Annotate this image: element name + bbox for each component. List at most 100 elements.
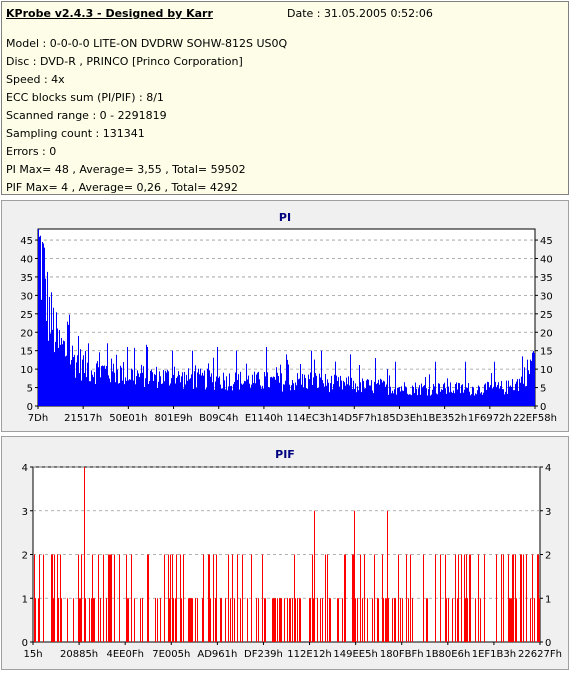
pif-bar	[322, 598, 323, 642]
pi-bar	[492, 388, 493, 406]
pi-bar	[353, 380, 354, 406]
pi-y-tick-label: 30	[20, 291, 33, 302]
pi-bar	[389, 375, 390, 406]
pi-bar	[54, 352, 55, 406]
pif-bar	[478, 554, 479, 642]
pi-bar	[399, 387, 400, 406]
pi-bar	[118, 383, 119, 406]
pif-bar	[327, 554, 328, 642]
pi-bar	[126, 380, 127, 406]
pif-bar	[515, 554, 516, 642]
pif-bar	[273, 598, 274, 642]
pif-bar	[67, 598, 68, 642]
pi-bar	[166, 372, 167, 406]
pi-bar	[254, 371, 255, 406]
pi-bar	[255, 383, 256, 406]
pif-bar	[484, 554, 485, 642]
pi-bar	[125, 377, 126, 406]
pif-bar	[262, 554, 263, 642]
pi-chart-title: PI	[279, 211, 291, 224]
pif-bar	[480, 598, 481, 642]
pi-y-tick-label-right: 15	[540, 347, 553, 358]
pi-bar	[261, 388, 262, 406]
pi-bar	[412, 385, 413, 406]
pif-bar	[210, 598, 211, 642]
pif-bar	[461, 554, 462, 642]
pif-bar	[394, 598, 395, 642]
pif-bar	[353, 554, 354, 642]
pif-bar	[189, 598, 190, 642]
pi-bar	[163, 370, 164, 406]
pi-bar	[295, 382, 296, 406]
pi-bar	[95, 384, 96, 406]
pi-bar	[177, 376, 178, 406]
pi-bar	[192, 350, 193, 406]
pi-bar	[82, 359, 83, 406]
pif-bar	[264, 598, 265, 642]
pi-bar	[184, 371, 185, 406]
pi-bar	[144, 386, 145, 406]
pi-x-tick-label: 114EC3h	[287, 413, 332, 424]
pi-bar	[517, 379, 518, 406]
pi-bar	[505, 391, 506, 406]
pi-bar	[108, 375, 109, 406]
pi-bar	[206, 387, 207, 406]
pi-bar	[511, 386, 512, 406]
pi-bar	[479, 386, 480, 406]
pi-bar	[335, 361, 336, 406]
pi-bar	[196, 387, 197, 406]
pi-bar	[447, 378, 448, 406]
pi-bar	[475, 393, 476, 406]
pi-bar	[96, 363, 97, 406]
pi-bar	[197, 372, 198, 406]
pif-bar	[134, 598, 135, 642]
pi-bar	[93, 377, 94, 406]
pi-bar	[466, 387, 467, 406]
pi-bar	[80, 349, 81, 406]
pi-chart-panel: PI 0 0 5 5 10 10 15 15 20 20 25 25 30 30 35 35 40 40 45 45 7…	[1, 200, 569, 432]
pi-bar	[358, 390, 359, 406]
pi-bar	[88, 343, 89, 406]
pif-bar	[258, 598, 259, 642]
pif-bar	[111, 554, 112, 642]
pi-bar	[377, 382, 378, 406]
pi-bar	[360, 382, 361, 406]
pi-bar	[47, 271, 48, 406]
pif-x-tick-label: 20885h	[60, 649, 98, 660]
pif-bar	[511, 598, 512, 642]
pi-y-tick-label-right: 35	[540, 273, 553, 284]
pi-bar	[79, 373, 80, 406]
pif-bar	[180, 554, 181, 642]
pi-bar	[75, 377, 76, 406]
pi-bar	[257, 372, 258, 406]
pi-bar	[113, 363, 114, 406]
pif-bar	[140, 598, 141, 642]
pi-bar	[294, 390, 295, 406]
pif-bar	[157, 598, 158, 642]
pi-bar	[152, 372, 153, 406]
pif-bar	[73, 598, 74, 642]
pi-bar	[51, 292, 52, 406]
pif-bar	[458, 554, 459, 642]
pif-bar	[402, 598, 403, 642]
pif-bar	[85, 598, 86, 642]
pif-y-tick-label: 3	[22, 507, 28, 518]
pi-bar	[456, 382, 457, 406]
pi-bar	[246, 363, 247, 406]
pi-bar	[343, 380, 344, 406]
pi-bar	[204, 370, 205, 406]
pi-bar	[521, 376, 522, 406]
pi-bar	[452, 393, 453, 406]
pi-bar	[504, 394, 505, 406]
pi-bar	[534, 353, 535, 406]
pif-bar	[367, 598, 368, 642]
pif-x-tick-label: 7E005h	[152, 649, 190, 660]
pif-bar	[35, 598, 36, 642]
pif-bar	[530, 598, 531, 642]
pif-bar	[61, 598, 62, 642]
pi-bar	[271, 376, 272, 406]
pif-bar	[176, 554, 177, 642]
pif-bar	[191, 598, 192, 642]
pi-bar	[457, 389, 458, 406]
pif-y-tick-label-right: 2	[545, 551, 551, 562]
